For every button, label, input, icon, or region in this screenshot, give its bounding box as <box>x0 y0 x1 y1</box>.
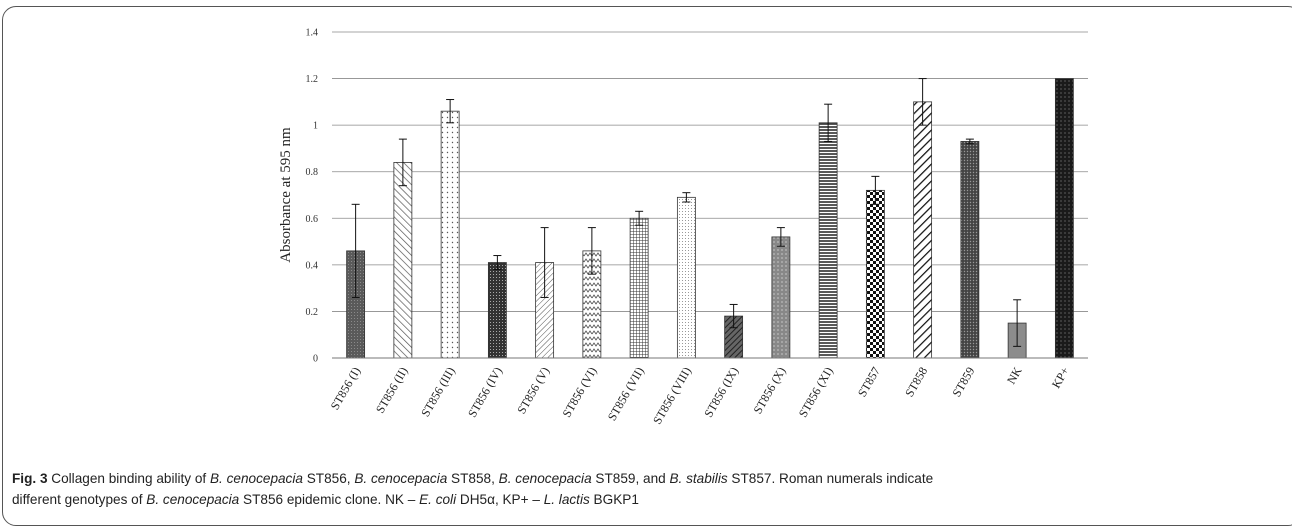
x-tick-label: ST856 (VI) <box>560 365 600 420</box>
y-tick-label: 0.6 <box>306 214 319 225</box>
bar <box>865 189 885 359</box>
x-tick-label: ST858 <box>902 365 930 400</box>
error-bar <box>871 175 880 205</box>
error-bar <box>635 210 644 226</box>
y-tick-label: 1.2 <box>306 74 319 85</box>
bar <box>771 236 791 359</box>
x-tick-label: ST856 (II) <box>373 365 411 416</box>
x-tick-label: KP+ <box>1049 364 1072 390</box>
y-tick-label: 1 <box>313 121 318 132</box>
caption-species: E. coli <box>419 492 457 507</box>
caption-species: B. cenocepacia <box>498 471 592 486</box>
error-bar <box>682 192 691 203</box>
error-bar <box>776 227 785 247</box>
x-tick-label: ST856 (IX) <box>701 365 741 420</box>
bar <box>487 262 507 359</box>
caption-species: B. cenocepacia <box>354 471 448 486</box>
x-tick-label: ST856 (VIII) <box>650 365 694 427</box>
error-bar <box>965 138 974 145</box>
caption-text: different genotypes of <box>12 492 147 507</box>
bar <box>913 101 933 359</box>
bar <box>960 141 980 359</box>
error-bar <box>351 203 360 298</box>
caption-species: B. cenocepacia <box>209 471 303 486</box>
y-tick-label: 0.8 <box>306 167 319 178</box>
y-tick-label: 0.2 <box>306 307 319 318</box>
y-axis-label: Absorbance at 595 nm <box>278 127 294 263</box>
bar <box>440 110 460 359</box>
error-bar <box>587 227 596 275</box>
error-bar <box>446 99 455 124</box>
caption-species: B. cenocepacia <box>146 492 240 507</box>
caption-text: ST856 epidemic clone. NK – <box>239 492 420 507</box>
bar <box>629 217 649 359</box>
bar <box>1054 78 1074 359</box>
error-bars <box>351 78 1022 347</box>
caption-label: Fig. 3 <box>12 471 48 486</box>
caption-text: Collagen binding ability of <box>51 471 210 486</box>
x-tick-label: ST856 (III) <box>418 364 458 419</box>
error-bar <box>918 78 927 126</box>
error-bar <box>824 103 833 142</box>
x-tick-label: ST856 (VII) <box>605 364 647 423</box>
caption-text: ST856, <box>302 471 355 486</box>
y-tick-label: 1.4 <box>306 28 319 39</box>
x-tick-label: ST857 <box>855 365 883 400</box>
x-tick-label: ST856 (V) <box>514 365 552 417</box>
error-bar <box>1013 299 1022 347</box>
x-tick-label: ST856 (X) <box>751 365 789 417</box>
bar-chart: 0 0.2 0.4 0.6 0.8 1 1.2 1.4 ST856 (I) ST856 (II)… <box>278 28 1088 427</box>
error-bar <box>729 303 738 329</box>
error-bar <box>398 138 407 187</box>
error-bar <box>493 255 502 271</box>
y-tick-label: 0.4 <box>306 260 319 271</box>
caption-text: ST858, <box>447 471 499 486</box>
caption-text: ST859, and <box>591 471 670 486</box>
error-bar <box>540 227 549 298</box>
caption-species: L. lactis <box>543 492 590 507</box>
caption-text: DH5α, KP+ – <box>456 492 544 507</box>
x-axis-ticks: ST856 (I) ST856 (II) ST856 (III) ST856 (IV)… <box>328 364 1072 426</box>
y-tick-label: 0 <box>313 354 318 365</box>
bar <box>676 196 696 359</box>
caption-text: ST857. Roman numerals indicate <box>727 471 934 486</box>
x-tick-label: ST856 (XI) <box>796 365 836 420</box>
bar <box>393 161 413 359</box>
bar <box>818 122 838 359</box>
y-axis-ticks: 0 0.2 0.4 0.6 0.8 1 1.2 1.4 <box>306 28 319 365</box>
x-tick-label: ST856 (I) <box>328 365 364 413</box>
caption-text: BGKP1 <box>589 492 639 507</box>
x-tick-label: ST856 (IV) <box>465 365 505 420</box>
x-tick-label: ST859 <box>949 365 977 400</box>
caption-species: B. stabilis <box>669 471 728 486</box>
x-tick-label: NK <box>1004 364 1025 386</box>
figure-caption: Fig. 3 Collagen binding ability of B. ce… <box>12 468 1277 510</box>
